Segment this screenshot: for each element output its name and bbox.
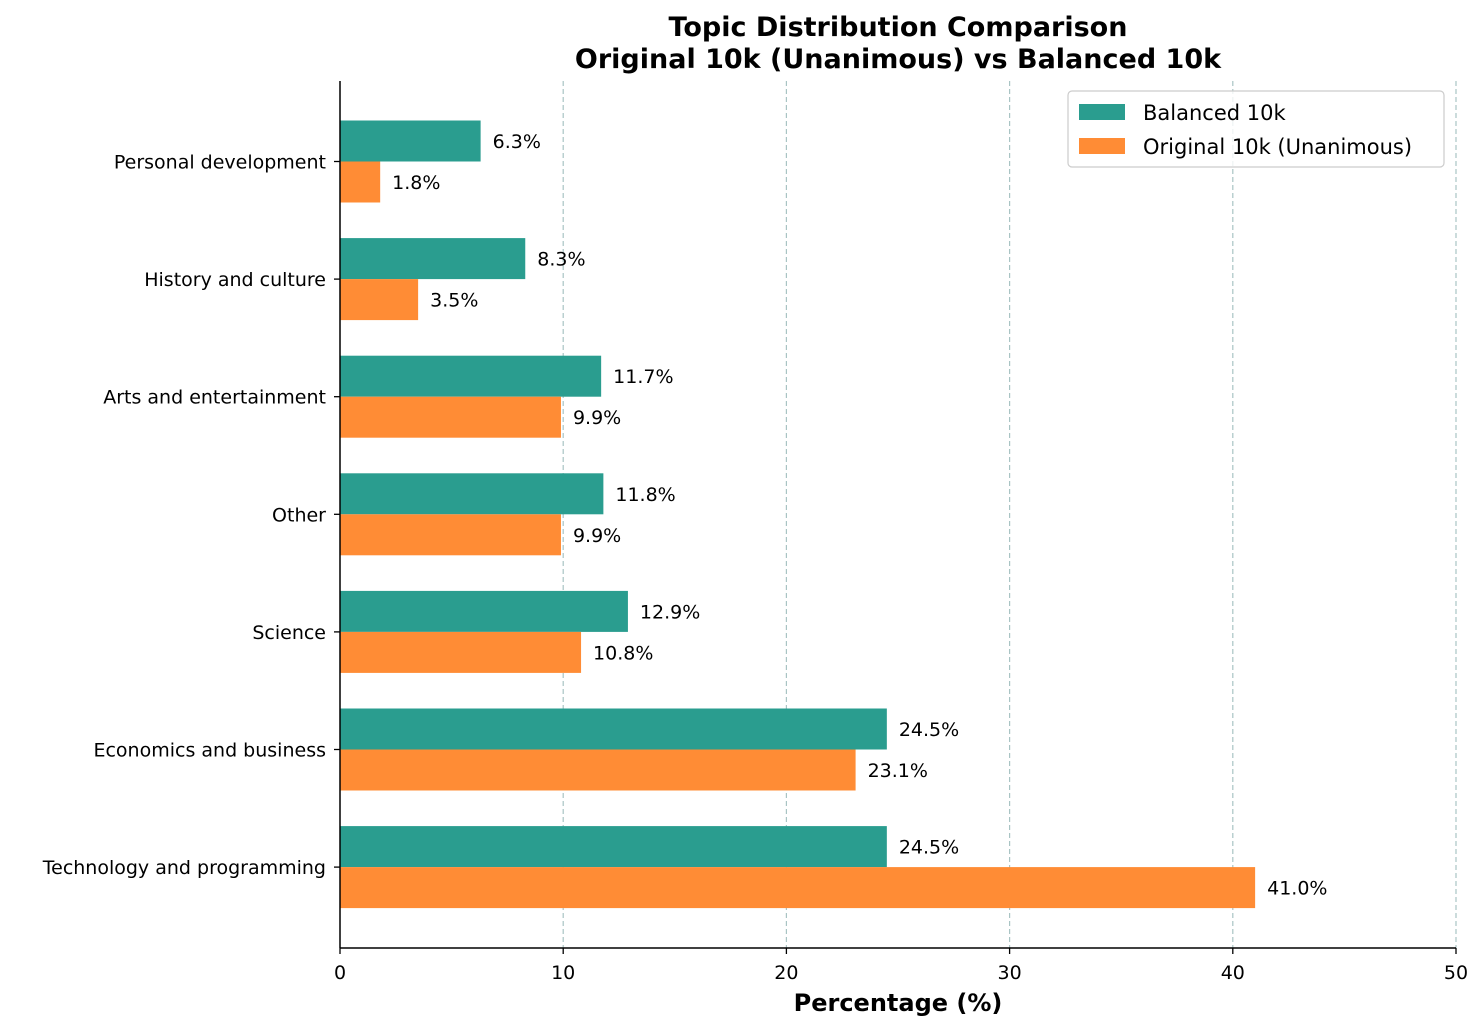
y-tick-label: Other bbox=[272, 504, 326, 526]
x-tick-label: 0 bbox=[334, 962, 346, 984]
grid-lines bbox=[562, 81, 1457, 948]
bar bbox=[340, 826, 887, 868]
bar bbox=[340, 120, 481, 162]
bar bbox=[340, 161, 381, 203]
y-tick-label: Arts and entertainment bbox=[103, 387, 326, 409]
value-labels: 6.3% 1.8% 8.3% 3.5% 11.7% 9.9% 11.8% 9.9% 12.9% 1… bbox=[392, 131, 1327, 900]
y-tick-label: Science bbox=[252, 622, 326, 644]
y-tick-label: Technology and programming bbox=[42, 857, 326, 879]
bar bbox=[340, 514, 561, 556]
x-tick-label: 30 bbox=[998, 962, 1022, 984]
bars bbox=[340, 120, 1256, 909]
chart-title: Topic Distribution Comparison bbox=[669, 12, 1128, 43]
bar bbox=[340, 238, 526, 280]
data-label: 12.9% bbox=[640, 601, 700, 623]
data-label: 3.5% bbox=[430, 290, 478, 312]
legend-swatch-balanced bbox=[1079, 104, 1125, 120]
bar bbox=[340, 590, 628, 632]
legend-frame bbox=[1067, 90, 1445, 168]
bar bbox=[340, 279, 419, 321]
data-label: 9.9% bbox=[573, 407, 621, 429]
bar bbox=[340, 473, 604, 515]
x-tick-label: 10 bbox=[551, 962, 575, 984]
y-tick-label: History and culture bbox=[144, 269, 326, 291]
bar bbox=[340, 355, 602, 397]
data-label: 24.5% bbox=[899, 837, 959, 859]
data-label: 1.8% bbox=[392, 172, 440, 194]
legend: Balanced 10k Original 10k (Unanimous) bbox=[1067, 90, 1445, 168]
data-label: 9.9% bbox=[573, 525, 621, 547]
bar bbox=[340, 396, 561, 438]
bar bbox=[340, 749, 856, 791]
ticks: Personal development History and culture A… bbox=[42, 152, 1468, 985]
x-axis-title: Percentage (%) bbox=[794, 989, 1003, 1017]
data-label: 6.3% bbox=[493, 131, 541, 153]
y-tick-label: Personal development bbox=[114, 152, 326, 174]
data-label: 11.8% bbox=[615, 484, 675, 506]
y-tick-label: Economics and business bbox=[93, 740, 326, 762]
bar bbox=[340, 631, 582, 673]
bar bbox=[340, 867, 1256, 909]
legend-swatch-original bbox=[1079, 138, 1125, 154]
data-label: 8.3% bbox=[537, 249, 585, 271]
data-label: 10.8% bbox=[593, 642, 653, 664]
data-label: 24.5% bbox=[899, 719, 959, 741]
chart-subtitle: Original 10k (Unanimous) vs Balanced 10k bbox=[575, 44, 1222, 75]
legend-label-original: Original 10k (Unanimous) bbox=[1143, 135, 1412, 159]
x-tick-label: 50 bbox=[1444, 962, 1468, 984]
data-label: 41.0% bbox=[1267, 878, 1327, 900]
data-label: 11.7% bbox=[613, 366, 673, 388]
legend-label-balanced: Balanced 10k bbox=[1143, 101, 1286, 125]
x-tick-label: 40 bbox=[1221, 962, 1245, 984]
bar bbox=[340, 708, 887, 750]
x-tick-label: 20 bbox=[774, 962, 798, 984]
data-label: 23.1% bbox=[868, 760, 928, 782]
